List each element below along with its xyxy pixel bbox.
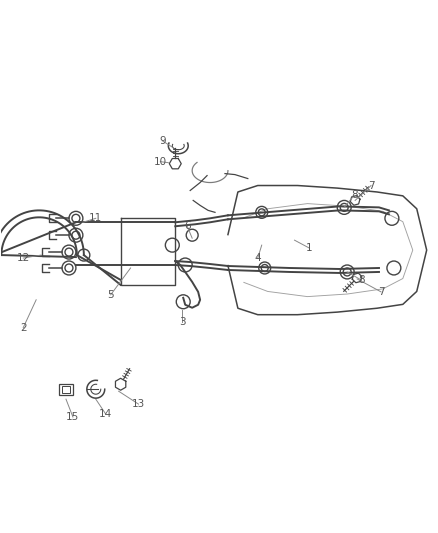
Text: 8: 8 (351, 190, 357, 200)
Text: 8: 8 (358, 275, 364, 285)
Text: 12: 12 (17, 253, 30, 263)
Text: 10: 10 (154, 157, 167, 167)
Text: 11: 11 (89, 213, 102, 223)
Text: 14: 14 (99, 409, 113, 419)
Text: 13: 13 (132, 399, 145, 409)
Text: 7: 7 (378, 287, 384, 297)
Text: 5: 5 (107, 290, 114, 300)
Text: 1: 1 (306, 243, 313, 253)
Text: 6: 6 (184, 221, 191, 231)
Text: 2: 2 (20, 322, 27, 333)
Text: 15: 15 (66, 412, 80, 422)
Text: 7: 7 (368, 181, 374, 190)
Text: 4: 4 (254, 253, 261, 263)
Text: 9: 9 (159, 136, 166, 146)
Text: 3: 3 (179, 317, 186, 327)
